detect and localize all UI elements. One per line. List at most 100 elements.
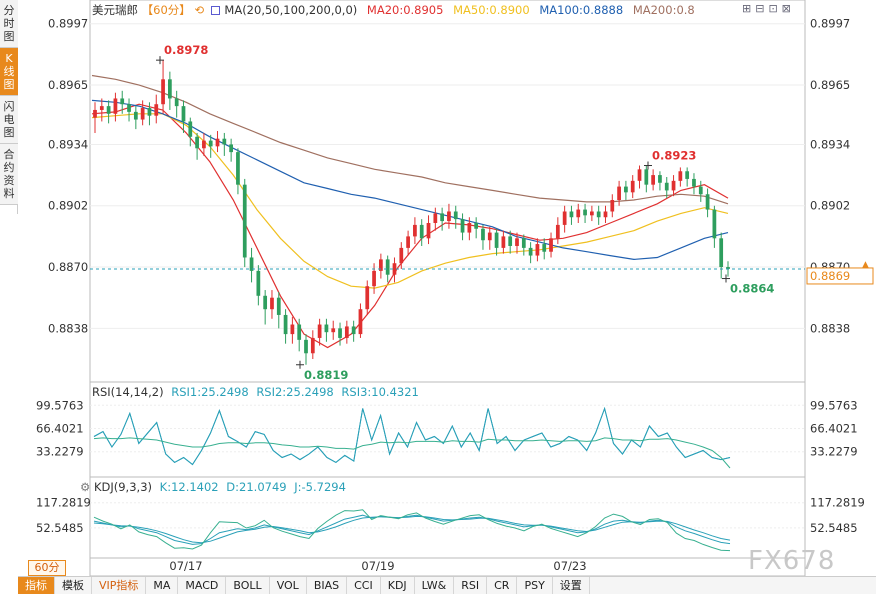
toolbar-tab-2[interactable]: VIP指标 bbox=[92, 577, 147, 594]
candle-body bbox=[270, 297, 274, 310]
toolbar-tab-0[interactable]: 指标 bbox=[18, 577, 55, 594]
osc-line-d bbox=[93, 515, 731, 544]
candle-body bbox=[113, 98, 118, 114]
x-tick-label: 07/23 bbox=[553, 559, 586, 573]
osc-y-tick-right: 66.4021 bbox=[810, 422, 858, 436]
period-tag[interactable]: 【60分】 bbox=[141, 3, 191, 17]
sidebar-item-3[interactable]: 合约资料 bbox=[0, 144, 18, 205]
osc-line-rsi3 bbox=[93, 437, 731, 469]
kdj-title: KDJ(9,3,3) bbox=[93, 480, 152, 494]
osc-y-tick-left: 33.2279 bbox=[36, 445, 84, 459]
toolbar-tab-5[interactable]: BOLL bbox=[226, 577, 270, 594]
candle-body bbox=[297, 324, 302, 340]
candle-body bbox=[447, 211, 451, 222]
osc-y-tick-right: 99.5763 bbox=[810, 398, 858, 412]
toolbar-tab-9[interactable]: KDJ bbox=[381, 577, 415, 594]
toolbar-tab-7[interactable]: BIAS bbox=[307, 577, 348, 594]
candle-body bbox=[596, 211, 601, 218]
candle-body bbox=[93, 109, 97, 118]
osc-y-tick-right: 52.5485 bbox=[810, 521, 858, 535]
candle-body bbox=[698, 186, 703, 195]
ma200-label: MA200:0.8 bbox=[632, 3, 695, 17]
y-tick-left: 0.8965 bbox=[48, 78, 88, 92]
window-controls: ⊞⊟⊡⊠ bbox=[742, 2, 795, 15]
kdj-settings-icon[interactable]: ⚙ bbox=[80, 480, 91, 494]
candle-body bbox=[174, 98, 179, 107]
candle-body bbox=[644, 169, 649, 185]
x-tick-label: 07/17 bbox=[169, 559, 202, 573]
candle-body bbox=[127, 104, 131, 112]
expand-icon[interactable]: ⊞ bbox=[742, 2, 756, 15]
toolbar-tab-13[interactable]: PSY bbox=[517, 577, 553, 594]
candle-body bbox=[508, 236, 513, 246]
candle-body bbox=[535, 244, 540, 256]
period-selector[interactable]: 60分 bbox=[28, 560, 66, 576]
candle-body bbox=[106, 106, 111, 114]
candle-body bbox=[521, 238, 526, 248]
sidebar-item-1[interactable]: K线图 bbox=[0, 48, 18, 96]
rsi-title: RSI(14,14,2) bbox=[92, 385, 164, 399]
candle-body bbox=[344, 326, 349, 338]
candle-body bbox=[624, 186, 628, 193]
current-price-box bbox=[806, 267, 874, 285]
candle-body bbox=[426, 222, 431, 239]
candle-body bbox=[290, 324, 295, 335]
ma-settings-icon[interactable] bbox=[210, 6, 220, 15]
candle-body bbox=[712, 209, 717, 239]
candle-body bbox=[474, 222, 479, 229]
candle-body bbox=[283, 314, 288, 335]
candle-body bbox=[351, 326, 356, 335]
toolbar-tab-14[interactable]: 设置 bbox=[553, 577, 590, 594]
y-tick-left: 0.8902 bbox=[48, 199, 88, 213]
osc-line-k bbox=[93, 514, 731, 545]
candle-body bbox=[555, 224, 560, 239]
toolbar-tab-10[interactable]: LW& bbox=[415, 577, 455, 594]
candle-body bbox=[658, 175, 662, 183]
candle-body bbox=[222, 138, 227, 145]
osc-y-tick-left: 117.2819 bbox=[36, 496, 91, 510]
rsi-header: RSI(14,14,2) RSI1:25.2498 RSI2:25.2498 R… bbox=[92, 385, 419, 399]
bottom-toolbar: 指标 模板 VIP指标 MA MACD BOLL VOL BIAS CCI KDJ LW& RSI CR… bbox=[18, 576, 876, 594]
ma-line-ma50 bbox=[91, 113, 729, 289]
osc-line-j bbox=[93, 509, 731, 552]
sidebar-item-2[interactable]: 闪电图 bbox=[0, 96, 18, 144]
ma-line-ma20 bbox=[91, 103, 729, 349]
candle-body bbox=[569, 211, 574, 218]
toolbar-tab-12[interactable]: CR bbox=[487, 577, 518, 594]
candle-body bbox=[263, 295, 268, 310]
y-tick-right: 0.8997 bbox=[810, 17, 850, 31]
current-price-label: 0.8869 bbox=[810, 269, 850, 283]
toolbar-tab-1[interactable]: 模板 bbox=[55, 577, 92, 594]
candle-body bbox=[583, 209, 587, 216]
toolbar-tab-8[interactable]: CCI bbox=[347, 577, 381, 594]
toolbar-tab-11[interactable]: RSI bbox=[454, 577, 488, 594]
rsi3-value: RSI3:10.4321 bbox=[341, 385, 419, 399]
osc-line-rsi1 bbox=[93, 406, 731, 466]
candle-body bbox=[236, 152, 240, 185]
osc-y-tick-left: 99.5763 bbox=[36, 398, 84, 412]
candle-body bbox=[378, 259, 383, 271]
y-tick-right: 0.8902 bbox=[810, 199, 850, 213]
toolbar-tab-3[interactable]: MA bbox=[146, 577, 179, 594]
sidebar-item-0[interactable]: 分时图 bbox=[0, 0, 18, 48]
candle-body bbox=[481, 228, 485, 241]
candle-body bbox=[664, 182, 669, 191]
candle-body bbox=[202, 140, 206, 149]
candle-body bbox=[188, 121, 193, 137]
close-icon[interactable]: ⊠ bbox=[781, 2, 795, 15]
candle-body bbox=[692, 178, 696, 187]
candle-body bbox=[208, 140, 213, 147]
candle-body bbox=[365, 286, 370, 310]
candle-body bbox=[154, 104, 159, 116]
y-tick-right: 0.8934 bbox=[810, 137, 850, 151]
refresh-icon[interactable]: ⟲ bbox=[194, 3, 205, 17]
candle-body bbox=[317, 324, 322, 338]
candle-body bbox=[671, 180, 676, 191]
toolbar-tab-4[interactable]: MACD bbox=[178, 577, 227, 594]
kdj-header: ⚙ KDJ(9,3,3) K:12.1402 D:21.0749 J:-5.72… bbox=[80, 480, 346, 494]
candle-body bbox=[487, 232, 492, 241]
candle-body bbox=[385, 259, 390, 275]
fullscreen-icon[interactable]: ⊡ bbox=[768, 2, 782, 15]
toolbar-tab-6[interactable]: VOL bbox=[270, 577, 307, 594]
shrink-icon[interactable]: ⊟ bbox=[755, 2, 769, 15]
